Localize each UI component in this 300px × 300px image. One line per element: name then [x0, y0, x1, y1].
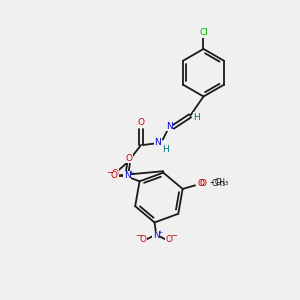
- Text: O: O: [140, 235, 146, 244]
- Text: +: +: [157, 230, 162, 235]
- Text: CH₃: CH₃: [212, 179, 226, 188]
- Text: H: H: [193, 113, 200, 122]
- Text: CH₃: CH₃: [214, 178, 228, 187]
- Text: O: O: [125, 154, 132, 163]
- Text: +: +: [128, 170, 133, 175]
- Text: −: −: [170, 231, 177, 240]
- Text: −: −: [135, 231, 142, 240]
- Text: N: N: [153, 231, 159, 240]
- Text: O: O: [200, 179, 206, 188]
- Text: Cl: Cl: [199, 28, 208, 37]
- Text: O: O: [110, 172, 118, 181]
- Text: N: N: [166, 122, 172, 131]
- Text: O: O: [138, 118, 145, 127]
- Text: O: O: [166, 235, 172, 244]
- Text: N: N: [124, 172, 130, 181]
- Text: −: −: [106, 168, 113, 177]
- Text: H: H: [162, 145, 169, 154]
- Text: N: N: [154, 138, 161, 147]
- Text: O: O: [198, 179, 205, 188]
- Text: —: —: [209, 178, 218, 187]
- Text: O: O: [111, 169, 118, 178]
